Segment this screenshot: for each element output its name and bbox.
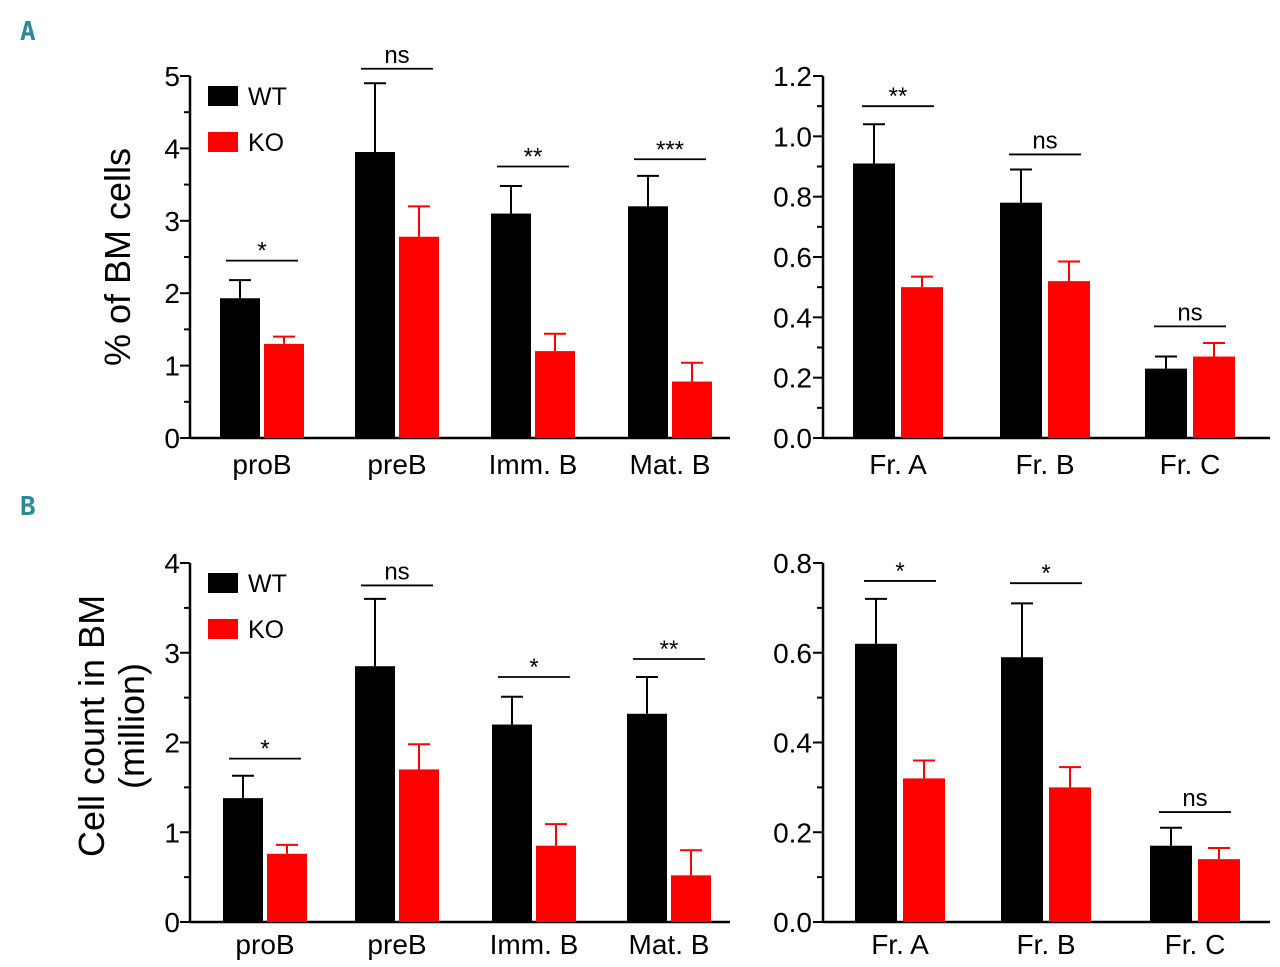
bar-wt	[855, 643, 897, 922]
y-tick-label: 4	[164, 133, 180, 164]
bar-wt	[491, 213, 531, 438]
x-category-label: proB	[232, 449, 291, 480]
significance-label: *	[529, 654, 538, 681]
y-tick-label: 0.6	[773, 242, 812, 273]
x-category-label: preB	[367, 929, 426, 960]
panel-letter-b: B	[20, 492, 36, 522]
x-category-label: Fr. B	[1016, 929, 1075, 960]
bar-wt	[1001, 657, 1043, 922]
y-tick-label: 1	[164, 351, 180, 382]
legend-swatch-wt	[208, 573, 238, 593]
y-tick-label: 0.2	[773, 817, 812, 848]
x-category-label: Imm. B	[490, 929, 579, 960]
significance-label: ***	[656, 136, 684, 163]
y-tick-label: 4	[164, 548, 180, 579]
legend-label-ko: KO	[248, 616, 284, 644]
x-category-label: Mat. B	[630, 449, 711, 480]
y-tick-label: 2	[164, 278, 180, 309]
significance-label: **	[524, 144, 543, 171]
significance-label: *	[257, 238, 266, 265]
bar-ko	[536, 845, 576, 922]
bar-ko	[1193, 356, 1235, 438]
y-axis-label: % of BM cells	[97, 148, 138, 366]
bar-ko	[267, 853, 307, 922]
bar-wt	[628, 206, 668, 438]
x-category-label: Fr. B	[1015, 449, 1074, 480]
x-category-label: Fr. C	[1160, 449, 1221, 480]
significance-label: ns	[1177, 299, 1202, 326]
bar-wt	[355, 666, 395, 922]
bar-ko	[535, 351, 575, 438]
legend-swatch-ko	[208, 619, 238, 639]
y-tick-label: 0	[164, 907, 180, 938]
bar-wt	[1150, 845, 1192, 922]
y-tick-label: 1.2	[773, 61, 812, 92]
bar-wt	[355, 152, 395, 438]
bar-wt	[220, 298, 260, 438]
y-tick-label: 0.4	[773, 302, 812, 333]
chart-4: 0.0 0.2 0.4 0.6 0.8 * * ns Fr. A Fr. B Fr. C	[773, 548, 1270, 960]
x-category-label: Imm. B	[489, 449, 578, 480]
y-tick-label: 1	[164, 817, 180, 848]
chart-2: 0.0 0.2 0.4 0.6 0.8 1.0 1.2 ** ns ns Fr. A Fr. B Fr.…	[773, 61, 1270, 480]
y-tick-label: 0.8	[773, 182, 812, 213]
bar-wt	[1145, 368, 1187, 438]
bar-ko	[903, 778, 945, 922]
y-tick-label: 2	[164, 728, 180, 759]
y-tick-label: 5	[164, 61, 180, 92]
bar-ko	[1198, 859, 1240, 922]
bar-wt	[1000, 202, 1042, 438]
x-category-label: Fr. A	[871, 929, 929, 960]
legend-label-wt: WT	[248, 570, 287, 598]
bar-ko	[264, 343, 304, 438]
y-tick-label: 3	[164, 638, 180, 669]
significance-label: ns	[384, 42, 409, 69]
significance-label: *	[1041, 560, 1050, 587]
x-category-label: Fr. A	[869, 449, 927, 480]
x-category-label: proB	[235, 929, 294, 960]
bar-ko	[1049, 787, 1091, 922]
y-tick-label: 0.4	[773, 728, 812, 759]
x-category-label: Mat. B	[629, 929, 710, 960]
bar-ko	[1048, 281, 1090, 438]
y-axis-label: Cell count in BM	[71, 595, 112, 857]
legend-label-ko: KO	[248, 129, 284, 157]
legend-swatch-wt	[208, 86, 238, 106]
legend-label-wt: WT	[248, 83, 287, 111]
significance-label: ns	[1182, 785, 1207, 812]
y-tick-label: 0.8	[773, 548, 812, 579]
y-tick-label: 0	[164, 423, 180, 454]
significance-label: **	[889, 83, 908, 110]
bar-ko	[901, 287, 943, 438]
y-tick-label: 1.0	[773, 121, 812, 152]
bar-ko	[672, 381, 712, 438]
y-tick-label: 0.6	[773, 638, 812, 669]
significance-label: *	[895, 558, 904, 585]
significance-label: ns	[1032, 127, 1057, 154]
bar-wt	[853, 163, 895, 438]
y-tick-label: 3	[164, 206, 180, 237]
significance-label: ns	[384, 558, 409, 585]
bar-ko	[399, 769, 439, 922]
y-tick-label: 0.2	[773, 363, 812, 394]
x-category-label: preB	[367, 449, 426, 480]
panel-letter-a: A	[20, 17, 36, 47]
significance-label: *	[260, 736, 269, 763]
bar-ko	[399, 236, 439, 438]
y-tick-label: 0.0	[773, 907, 812, 938]
bar-wt	[627, 713, 667, 922]
y-tick-label: 0.0	[773, 423, 812, 454]
bar-ko	[671, 875, 711, 922]
x-category-label: Fr. C	[1165, 929, 1226, 960]
bar-wt	[492, 724, 532, 922]
y-axis-label-units: (million)	[111, 663, 152, 789]
legend-swatch-ko	[208, 132, 238, 152]
bar-wt	[223, 798, 263, 922]
significance-label: **	[660, 636, 679, 663]
